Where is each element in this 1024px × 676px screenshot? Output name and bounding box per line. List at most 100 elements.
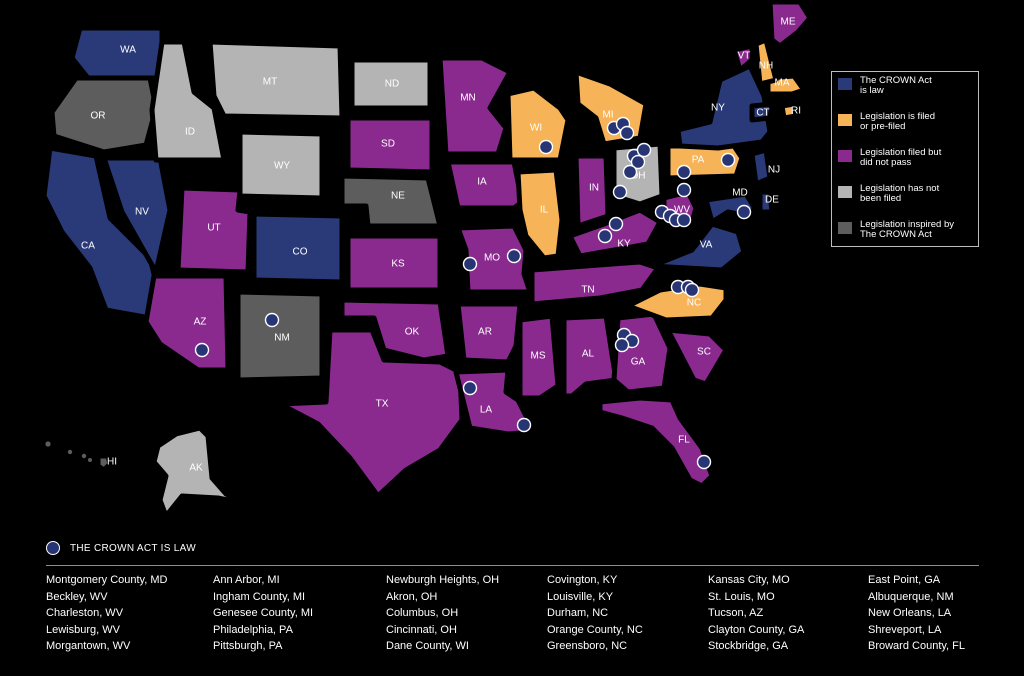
crown-act-city-marker (720, 152, 736, 168)
crown-act-city-marker (612, 184, 628, 200)
state-label-nm: NM (274, 333, 290, 344)
place-name: Ann Arbor, MI (213, 574, 280, 586)
state-label-va: VA (700, 240, 713, 251)
legend-item-filed: Legislation is filed or pre-filed (838, 112, 972, 148)
crown-act-city-marker (608, 216, 624, 232)
state-label-ma: MA (775, 78, 790, 89)
state-il (515, 167, 565, 261)
place-name: Newburgh Heights, OH (386, 574, 500, 586)
state-hi (95, 453, 113, 473)
state-ga (611, 311, 673, 395)
state-label-vt: VT (738, 51, 751, 62)
legend-swatch (838, 114, 852, 126)
crown-act-city-marker (676, 164, 692, 180)
state-ut (175, 185, 253, 275)
legend-label-line: Legislation is filed (860, 111, 935, 122)
legend-swatch (838, 78, 852, 90)
places-column: Newburgh Heights, OH Akron, OH Columbus, O… (386, 572, 547, 655)
state-label-co: CO (293, 247, 308, 258)
places-column: Covington, KY Louisville, KY Durham, NC Ora… (547, 572, 708, 655)
state-label-wa: WA (120, 45, 136, 56)
state-label-wy: WY (274, 161, 290, 172)
legend-label: Legislation has not been filed (860, 184, 939, 204)
state-label-oh: OH (631, 171, 646, 182)
crown-act-city-marker (630, 154, 646, 170)
state-label-ia: IA (477, 177, 487, 188)
state-ak (151, 425, 249, 519)
place-name: Shreveport, LA (868, 623, 942, 636)
state-label-in: IN (589, 183, 599, 194)
state-ne (339, 173, 443, 229)
state-label-md: MD (732, 188, 748, 199)
crown-act-city-marker (538, 139, 554, 155)
legend-label-line: The CROWN Act (860, 75, 932, 86)
hawaii-island-3 (81, 453, 87, 459)
place-name: Durham, NC (547, 607, 609, 619)
place-name: Louisville, KY (547, 590, 614, 603)
state-label-mn: MN (460, 93, 476, 104)
place-name: Tucson, AZ (708, 607, 764, 619)
place-name: New Orleans, LA (868, 607, 952, 619)
place-name: Charleston, WV (46, 607, 124, 619)
state-or (49, 75, 159, 155)
state-label-nc: NC (687, 298, 701, 309)
crown-act-key-label: THE CROWN ACT IS LAW (70, 542, 197, 554)
divider (46, 565, 979, 566)
legend-item-did-not-pass: Legislation filed but did not pass (838, 148, 972, 184)
state-label-id: ID (185, 127, 195, 138)
legend-label: Legislation is filed or pre-filed (860, 112, 935, 132)
legend-label: Legislation inspired by The CROWN Act (860, 220, 954, 240)
state-label-hi: HI (107, 457, 117, 468)
place-name: St. Louis, MO (708, 590, 775, 603)
place-name: Lewisburg, WV (46, 623, 120, 636)
state-label-al: AL (582, 349, 595, 360)
place-name: Beckley, WV (46, 590, 108, 603)
legend-label-line: Legislation filed but (860, 147, 942, 158)
crown-act-city-marker (506, 248, 522, 264)
state-de (757, 189, 775, 215)
hawaii-island-4 (88, 458, 92, 462)
state-va (649, 221, 747, 273)
state-az (143, 273, 231, 373)
crown-act-key: THE CROWN ACT IS LAW (46, 541, 196, 555)
place-name: Broward County, FL (868, 640, 966, 652)
crown-act-city-marker (676, 212, 692, 228)
state-in (573, 153, 611, 229)
legend-label-line: did not pass (860, 157, 912, 168)
state-nm (235, 289, 325, 383)
crown-act-city-marker (194, 342, 210, 358)
place-name: Genesee County, MI (213, 607, 314, 619)
crown-act-city-marker (597, 228, 613, 244)
state-me (767, 0, 813, 49)
state-ky (567, 207, 663, 259)
state-label-pa: PA (692, 155, 705, 166)
legend-label-line: is law (860, 85, 884, 96)
legend-label-line: or pre-filed (860, 121, 906, 132)
state-label-nv: NV (135, 207, 149, 218)
place-name: Akron, OH (386, 590, 438, 603)
places-column: Montgomery County, MD Beckley, WV Charlest… (46, 572, 213, 655)
crown-act-city-marker (696, 454, 712, 470)
places-column: Kansas City, MO St. Louis, MO Tucson, AZ Cl… (708, 572, 868, 655)
state-label-sd: SD (381, 139, 395, 150)
state-label-ms: MS (531, 351, 546, 362)
state-label-ny: NY (711, 103, 725, 114)
legend-swatch (838, 222, 852, 234)
state-label-ct: CT (756, 108, 769, 119)
state-label-ky: KY (617, 239, 631, 250)
state-label-il: IL (540, 205, 549, 216)
state-sd (345, 115, 435, 175)
state-vt (731, 43, 755, 73)
state-label-nj: NJ (768, 165, 780, 176)
crown-act-city-marker (462, 256, 478, 272)
crown-act-city-marker (462, 380, 478, 396)
state-ri (779, 101, 799, 121)
state-label-la: LA (480, 405, 493, 416)
state-mt (207, 39, 345, 121)
state-label-me: ME (781, 17, 796, 28)
state-label-ca: CA (81, 241, 95, 252)
state-label-mt: MT (263, 77, 277, 88)
legend-swatch (838, 150, 852, 162)
state-label-wi: WI (530, 123, 542, 134)
place-name: Philadelphia, PA (213, 623, 293, 636)
